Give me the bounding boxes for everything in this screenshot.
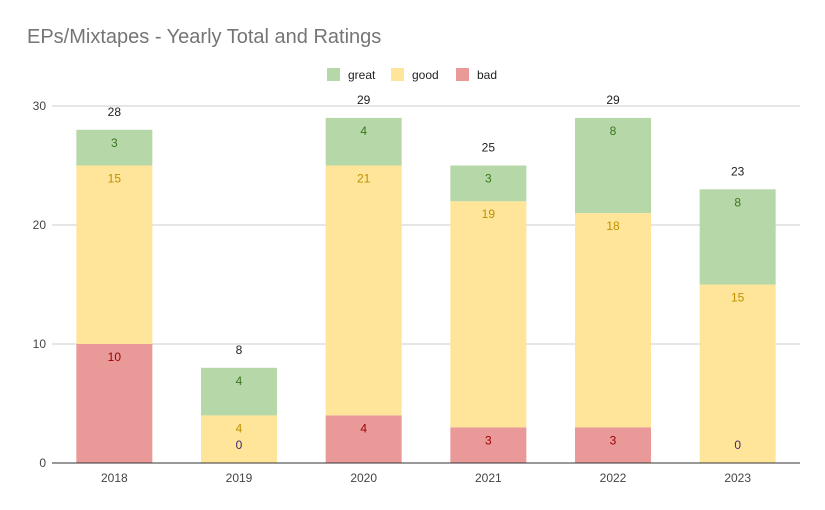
total-label-2021: 25 (482, 141, 496, 155)
x-axis-ticks: 2018 2019 2020 2021 2022 2023 (101, 471, 751, 485)
legend-swatch-good (391, 68, 404, 81)
x-tick-label: 2020 (350, 471, 377, 485)
bar-great-2020 (325, 117, 402, 166)
bar-bad-2018 (76, 344, 153, 463)
total-label-2023: 23 (731, 164, 745, 178)
bar-bad-2022 (575, 427, 651, 463)
x-tick-label: 2023 (724, 471, 751, 485)
y-axis-ticks: 0 10 20 30 (33, 99, 47, 470)
data-label-great-2022: 8 (610, 124, 617, 138)
total-label-2022: 29 (606, 93, 620, 107)
bar-good-2020 (325, 165, 402, 416)
y-tick-label: 10 (33, 337, 47, 351)
legend-label-good: good (412, 68, 439, 82)
legend-swatch-bad (456, 68, 469, 81)
bar-great-2021 (450, 165, 527, 202)
data-label-bad-2021: 3 (485, 433, 492, 447)
data-label-good-2018: 15 (108, 172, 122, 186)
gridlines (52, 105, 800, 345)
data-label-bad-2019: 0 (236, 438, 243, 452)
bar-great-2022 (575, 117, 651, 214)
bar-great-2023 (699, 189, 776, 285)
data-label-good-2021: 19 (482, 207, 496, 221)
bar-good-2019 (201, 415, 277, 463)
legend-swatch-great (327, 68, 340, 81)
data-label-great-2023: 8 (734, 195, 741, 209)
chart-title: EPs/Mixtapes - Yearly Total and Ratings (27, 26, 382, 48)
bar-bad-2020 (325, 415, 402, 463)
bars (76, 117, 776, 463)
total-label-2018: 28 (108, 105, 122, 119)
bar-bad-2021 (450, 427, 527, 463)
data-label-bad-2023: 0 (734, 438, 741, 452)
x-tick-label: 2018 (101, 471, 128, 485)
data-label-good-2019: 4 (236, 421, 243, 435)
bar-good-2018 (76, 165, 153, 344)
total-label-2019: 8 (236, 343, 243, 357)
bar-good-2022 (575, 213, 651, 428)
bar-good-2023 (699, 284, 776, 463)
x-tick-label: 2022 (600, 471, 627, 485)
data-label-great-2018: 3 (111, 136, 118, 150)
bar-great-2019 (201, 367, 277, 416)
segment-labels: 10 15 3 0 4 4 4 21 4 3 19 3 3 18 8 0 15 8 (108, 124, 745, 452)
bar-great-2018 (76, 129, 153, 166)
data-label-bad-2018: 10 (108, 350, 122, 364)
data-label-great-2020: 4 (360, 124, 367, 138)
x-tick-label: 2021 (475, 471, 502, 485)
data-label-great-2019: 4 (236, 374, 243, 388)
x-tick-label: 2019 (226, 471, 253, 485)
data-label-good-2023: 15 (731, 291, 745, 305)
y-tick-label: 30 (33, 99, 47, 113)
y-tick-label: 0 (39, 456, 46, 470)
y-tick-label: 20 (33, 218, 47, 232)
data-label-great-2021: 3 (485, 172, 492, 186)
data-label-bad-2022: 3 (610, 433, 617, 447)
data-label-good-2022: 18 (606, 219, 620, 233)
bar-good-2021 (450, 201, 527, 428)
legend-label-great: great (348, 68, 376, 82)
total-label-2020: 29 (357, 93, 371, 107)
data-label-bad-2020: 4 (360, 421, 367, 435)
legend-label-bad: bad (477, 68, 497, 82)
total-labels: 28 8 29 25 29 23 (108, 93, 745, 357)
data-label-good-2020: 21 (357, 172, 371, 186)
legend: great good bad (327, 68, 497, 82)
